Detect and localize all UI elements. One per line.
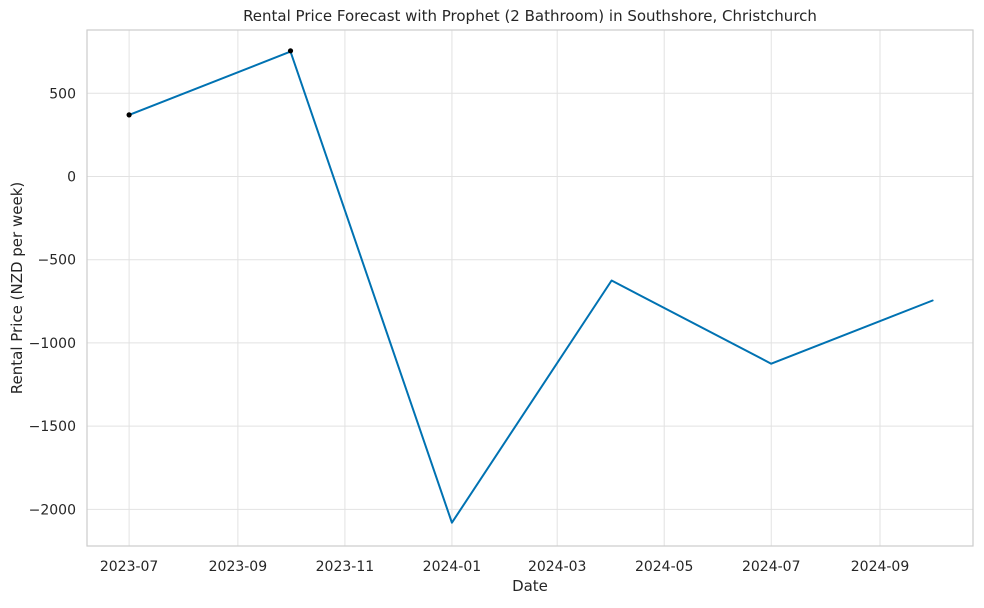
x-tick-label: 2024-07 [742, 559, 801, 575]
chart-title: Rental Price Forecast with Prophet (2 Ba… [243, 7, 817, 25]
data-series [126, 48, 934, 524]
x-tick-label: 2024-03 [528, 559, 587, 575]
y-tick-label: 500 [49, 86, 76, 102]
forecast-line [128, 50, 934, 524]
tick-labels: 2023-07 2023-09 2023-11 2024-01 2024-03 2024-… [29, 86, 910, 575]
y-tick-label: −1500 [29, 419, 76, 435]
y-tick-label: 0 [67, 169, 76, 185]
observed-point [287, 48, 294, 54]
grid-lines [87, 30, 973, 546]
x-tick-label: 2024-01 [423, 559, 482, 575]
y-tick-label: −500 [38, 253, 76, 269]
x-tick-label: 2024-05 [635, 559, 694, 575]
x-tick-label: 2023-09 [209, 559, 268, 575]
plot-area [87, 30, 973, 546]
observed-point [126, 112, 132, 118]
y-tick-label: −1000 [29, 336, 76, 352]
x-tick-label: 2023-11 [316, 559, 375, 575]
x-axis-label: Date [512, 577, 548, 595]
x-tick-label: 2023-07 [100, 559, 159, 575]
plot-border [86, 29, 974, 547]
y-axis-label: Rental Price (NZD per week) [8, 182, 26, 394]
x-tick-label: 2024-09 [851, 559, 910, 575]
y-tick-label: −2000 [29, 502, 76, 518]
